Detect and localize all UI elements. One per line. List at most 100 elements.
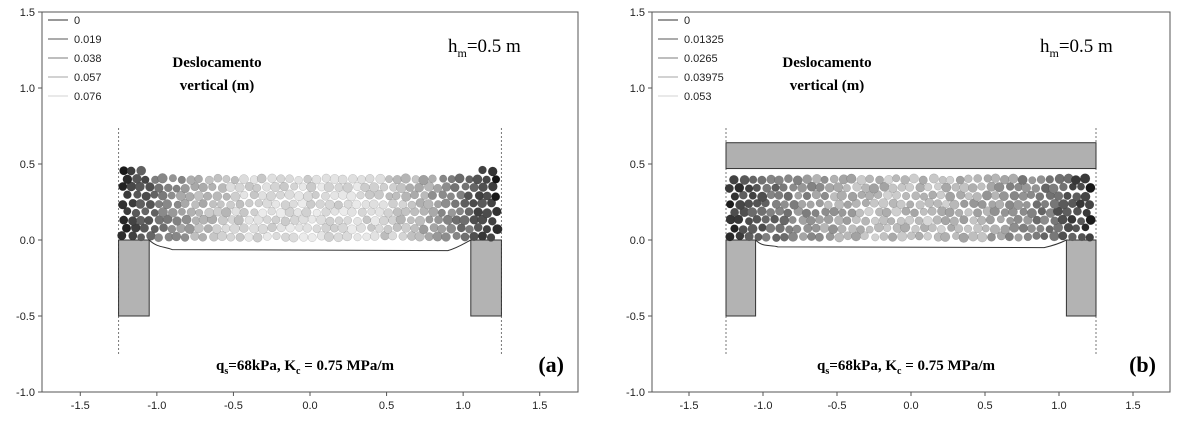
particle [450,182,460,193]
particle [1054,173,1065,184]
particle [454,173,465,184]
y-tick-label: 1.5 [20,7,35,19]
particle [730,192,740,201]
load-label-part: c [897,366,902,377]
particle [145,182,155,192]
particle [1080,191,1091,202]
particle [996,215,1005,224]
support-block [725,239,757,317]
particle [321,173,331,183]
height-label: hm=0.5 m [1040,36,1113,60]
particle [293,208,302,217]
particle [423,199,434,210]
particle [406,216,415,225]
particle [1031,184,1041,193]
particle [240,190,249,200]
y-tick-label: 1.0 [20,83,35,95]
particle [1000,224,1011,235]
particle [901,206,911,216]
particle [981,224,990,233]
particle [132,173,142,184]
particle [861,198,871,208]
particle [952,232,960,240]
particle [465,225,474,234]
particle [230,191,241,202]
particle [1085,233,1094,242]
particle [762,183,772,193]
particle [392,191,401,200]
particle [1022,200,1031,209]
legend-label: 0.0265 [684,53,718,65]
particle [959,215,969,225]
particle [180,198,190,209]
particle [771,183,780,192]
particle [488,181,498,192]
particle [919,192,929,201]
particle [945,191,956,202]
particle [897,231,908,242]
particle [396,183,407,194]
particle [347,224,357,235]
particle [186,175,196,185]
particle [195,208,204,217]
particle [334,216,344,225]
particle [788,231,798,242]
particle [239,207,249,218]
particle [847,191,858,202]
particle [324,199,335,210]
particle [888,183,898,193]
particle [162,214,173,225]
particle [860,231,869,241]
panel-label: (b) [1129,352,1156,377]
deformed-base-line [148,239,472,252]
particle [348,174,358,184]
particle [492,224,503,235]
particle [464,191,473,201]
particle [437,224,447,234]
height-label-part: m [1050,46,1060,60]
particle [977,215,987,225]
particle [385,175,394,184]
particle [1032,231,1041,240]
particle [128,231,138,241]
particle [994,199,1005,210]
y-tick-label: 0.0 [20,235,35,247]
particle [1013,214,1023,224]
particle [226,232,236,242]
particle [882,223,892,233]
legend-label: 0.053 [684,91,712,103]
particle [184,223,195,234]
particle [1077,233,1086,242]
x-tick-label: 1.0 [455,400,470,412]
particle [918,175,928,185]
particle [973,174,983,183]
particle [1000,208,1010,217]
particle [1040,232,1049,241]
particle [464,207,474,217]
particle [469,215,479,225]
particle [888,232,898,242]
particle [981,190,993,201]
particle [356,191,365,200]
particle [896,216,906,226]
particle [1085,214,1096,225]
particle [414,215,426,226]
particle [905,215,915,225]
x-tick-label: 0.0 [302,400,317,412]
particle [973,208,983,218]
particle [253,214,264,225]
particle [941,182,952,193]
particle [388,198,398,209]
particle [792,224,802,234]
particle [333,200,343,210]
particle [811,189,822,200]
particle [1027,224,1036,233]
particle [779,232,789,242]
particle [960,199,969,208]
particle [321,191,330,201]
particle [783,191,793,201]
particle [789,183,798,192]
particle [1080,173,1091,184]
particle [177,175,186,184]
support-block [118,239,150,317]
